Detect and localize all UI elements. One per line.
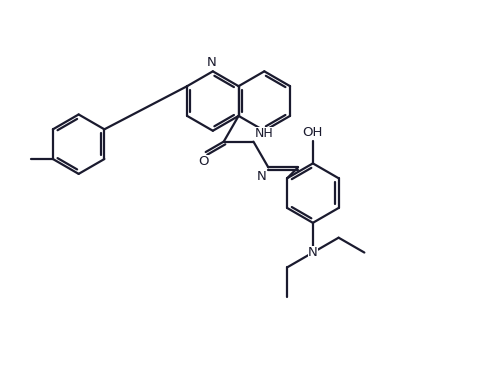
Text: OH: OH	[303, 126, 323, 139]
Text: NH: NH	[255, 127, 274, 140]
Text: N: N	[207, 56, 217, 69]
Text: N: N	[257, 170, 266, 183]
Text: O: O	[198, 155, 208, 168]
Text: N: N	[308, 246, 318, 259]
